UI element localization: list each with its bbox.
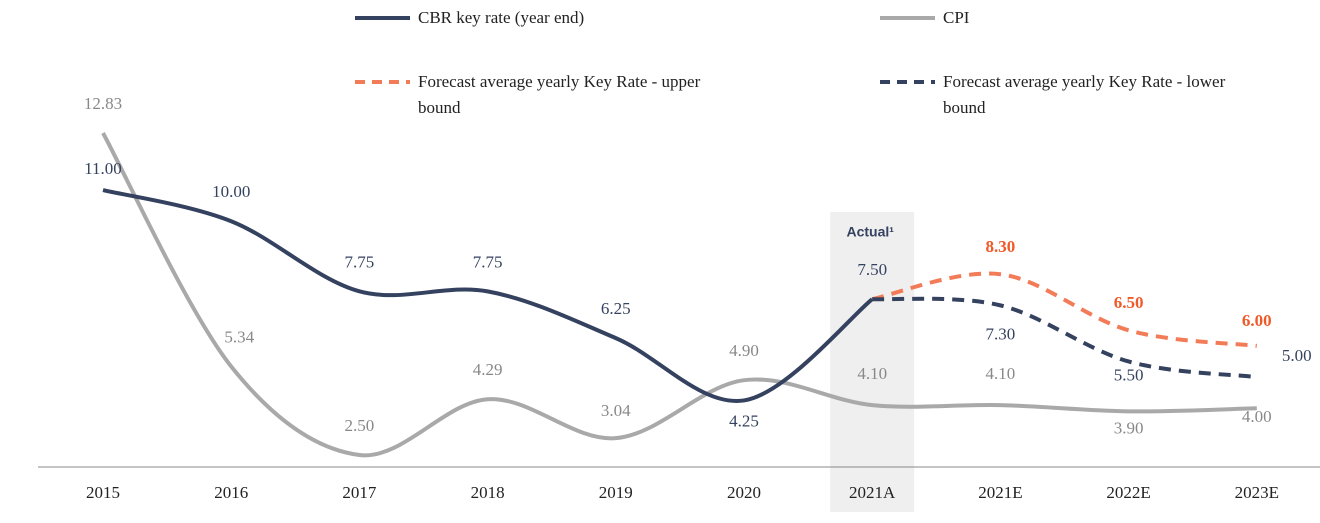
legend-label: Forecast average yearly Key Rate - lower… (943, 72, 1226, 117)
x-tick-label: 2016 (214, 483, 248, 502)
data-label: 11.00 (84, 159, 122, 178)
line-series (871, 271, 1258, 348)
data-label: 6.00 (1242, 311, 1272, 330)
legend-label: CPI (943, 8, 970, 27)
data-label: 12.83 (84, 94, 122, 113)
data-label: 4.10 (986, 364, 1016, 383)
data-label: 5.00 (1282, 346, 1312, 365)
data-label: 7.75 (473, 252, 503, 271)
data-label: 7.50 (857, 260, 887, 279)
data-label: 6.25 (601, 299, 631, 318)
data-label: 5.34 (224, 327, 254, 346)
data-label: 4.90 (729, 341, 759, 360)
x-tick-label: 2021E (978, 483, 1022, 502)
x-tick-label: 2023E (1235, 483, 1279, 502)
data-label: 2.50 (345, 416, 375, 435)
actual-highlight (830, 212, 915, 512)
x-tick-label: 2019 (599, 483, 633, 502)
data-label: 3.04 (601, 401, 631, 420)
line-series (102, 188, 874, 403)
x-tick-label: 2017 (342, 483, 377, 502)
line-series (872, 296, 1258, 380)
x-tick-label: 2018 (471, 483, 505, 502)
x-tick-label: 2015 (86, 483, 120, 502)
actual-annotation: Actual¹ (846, 224, 894, 240)
data-label: 4.25 (729, 411, 759, 430)
line-series (101, 132, 1257, 458)
data-label: 10.00 (212, 182, 250, 201)
data-label: 4.10 (857, 364, 887, 383)
data-label: 7.30 (986, 324, 1016, 343)
x-tick-label: 2020 (727, 483, 761, 502)
legend-label: CBR key rate (year end) (418, 8, 585, 27)
data-label: 6.50 (1114, 293, 1144, 312)
data-label: 5.50 (1114, 365, 1144, 384)
data-label: 8.30 (986, 237, 1016, 256)
data-label: 7.75 (345, 252, 375, 271)
data-label: 3.90 (1114, 418, 1144, 437)
x-tick-label: 2021A (849, 483, 896, 502)
legend-label: Forecast average yearly Key Rate - upper… (418, 72, 701, 117)
data-label: 4.29 (473, 360, 503, 379)
x-tick-label: 2022E (1106, 483, 1150, 502)
data-label: 4.00 (1242, 407, 1272, 426)
